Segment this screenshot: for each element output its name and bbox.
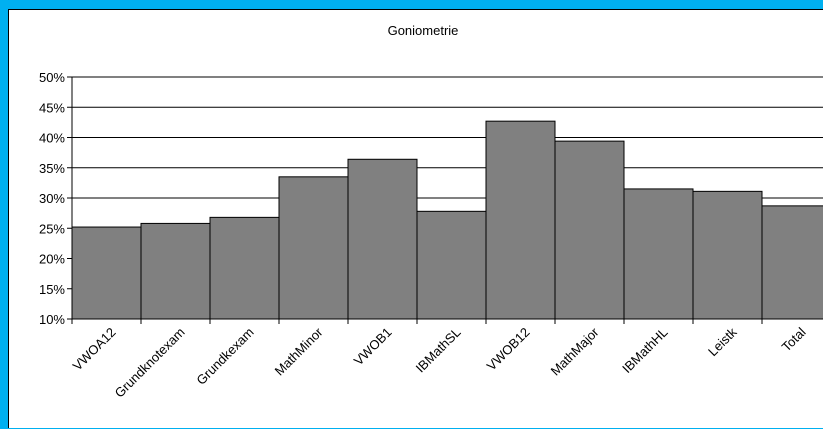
x-tick-label: MathMinor [272,324,327,379]
y-tick-label: 15% [39,282,65,297]
bar-mathmajor [554,140,625,320]
bar-grundkexam [209,216,280,320]
chart-title: Goniometrie [388,23,459,38]
x-tick-label: Grundkexam [193,325,256,388]
bar-chart: Goniometrie 10%15%20%25%30%35%40%45%50% … [39,23,823,401]
axes [71,77,823,320]
x-tick-label: Grundknotexam [112,325,188,401]
y-tick-label: 35% [39,161,65,176]
y-tick-label: 10% [39,312,65,327]
x-tick-label: IBMathSL [413,325,464,376]
chart-frame: Goniometrie 10% 15% 20% 25% 30% 35% 40% 45% 50% … [8,9,823,428]
y-tick-label: 30% [39,191,65,206]
y-tick-label: 40% [39,131,65,146]
y-tick-label: 45% [39,100,65,115]
bar-grundknotexam [140,222,211,320]
y-tick-labels: 10% 15% 20% 25% 30% 35% 40% 45% 50% [39,70,65,327]
x-tick-label: VWOB1 [351,325,395,369]
bar-total [761,205,823,320]
y-tick-label: 50% [39,70,65,85]
x-tick-label: VWOB12 [484,325,533,374]
bar-ibmathhl [623,188,694,320]
bar-leistk [692,190,763,320]
bars [71,120,823,324]
x-tick-label: IBMathHL [619,325,670,376]
bar-ibmathsl [416,210,487,320]
bar-mathminor [278,176,349,320]
x-tick-label: Total [779,324,809,354]
x-tick-label: Leistk [705,324,740,359]
bar-vwob12 [485,120,556,320]
bar-vwob1 [347,158,418,320]
x-tick-label: MathMajor [548,324,603,379]
y-tick-label: 20% [39,252,65,267]
bar-vwoa12 [71,226,142,320]
x-tick-label: VWOA12 [70,325,119,374]
y-tick-label: 25% [39,221,65,236]
